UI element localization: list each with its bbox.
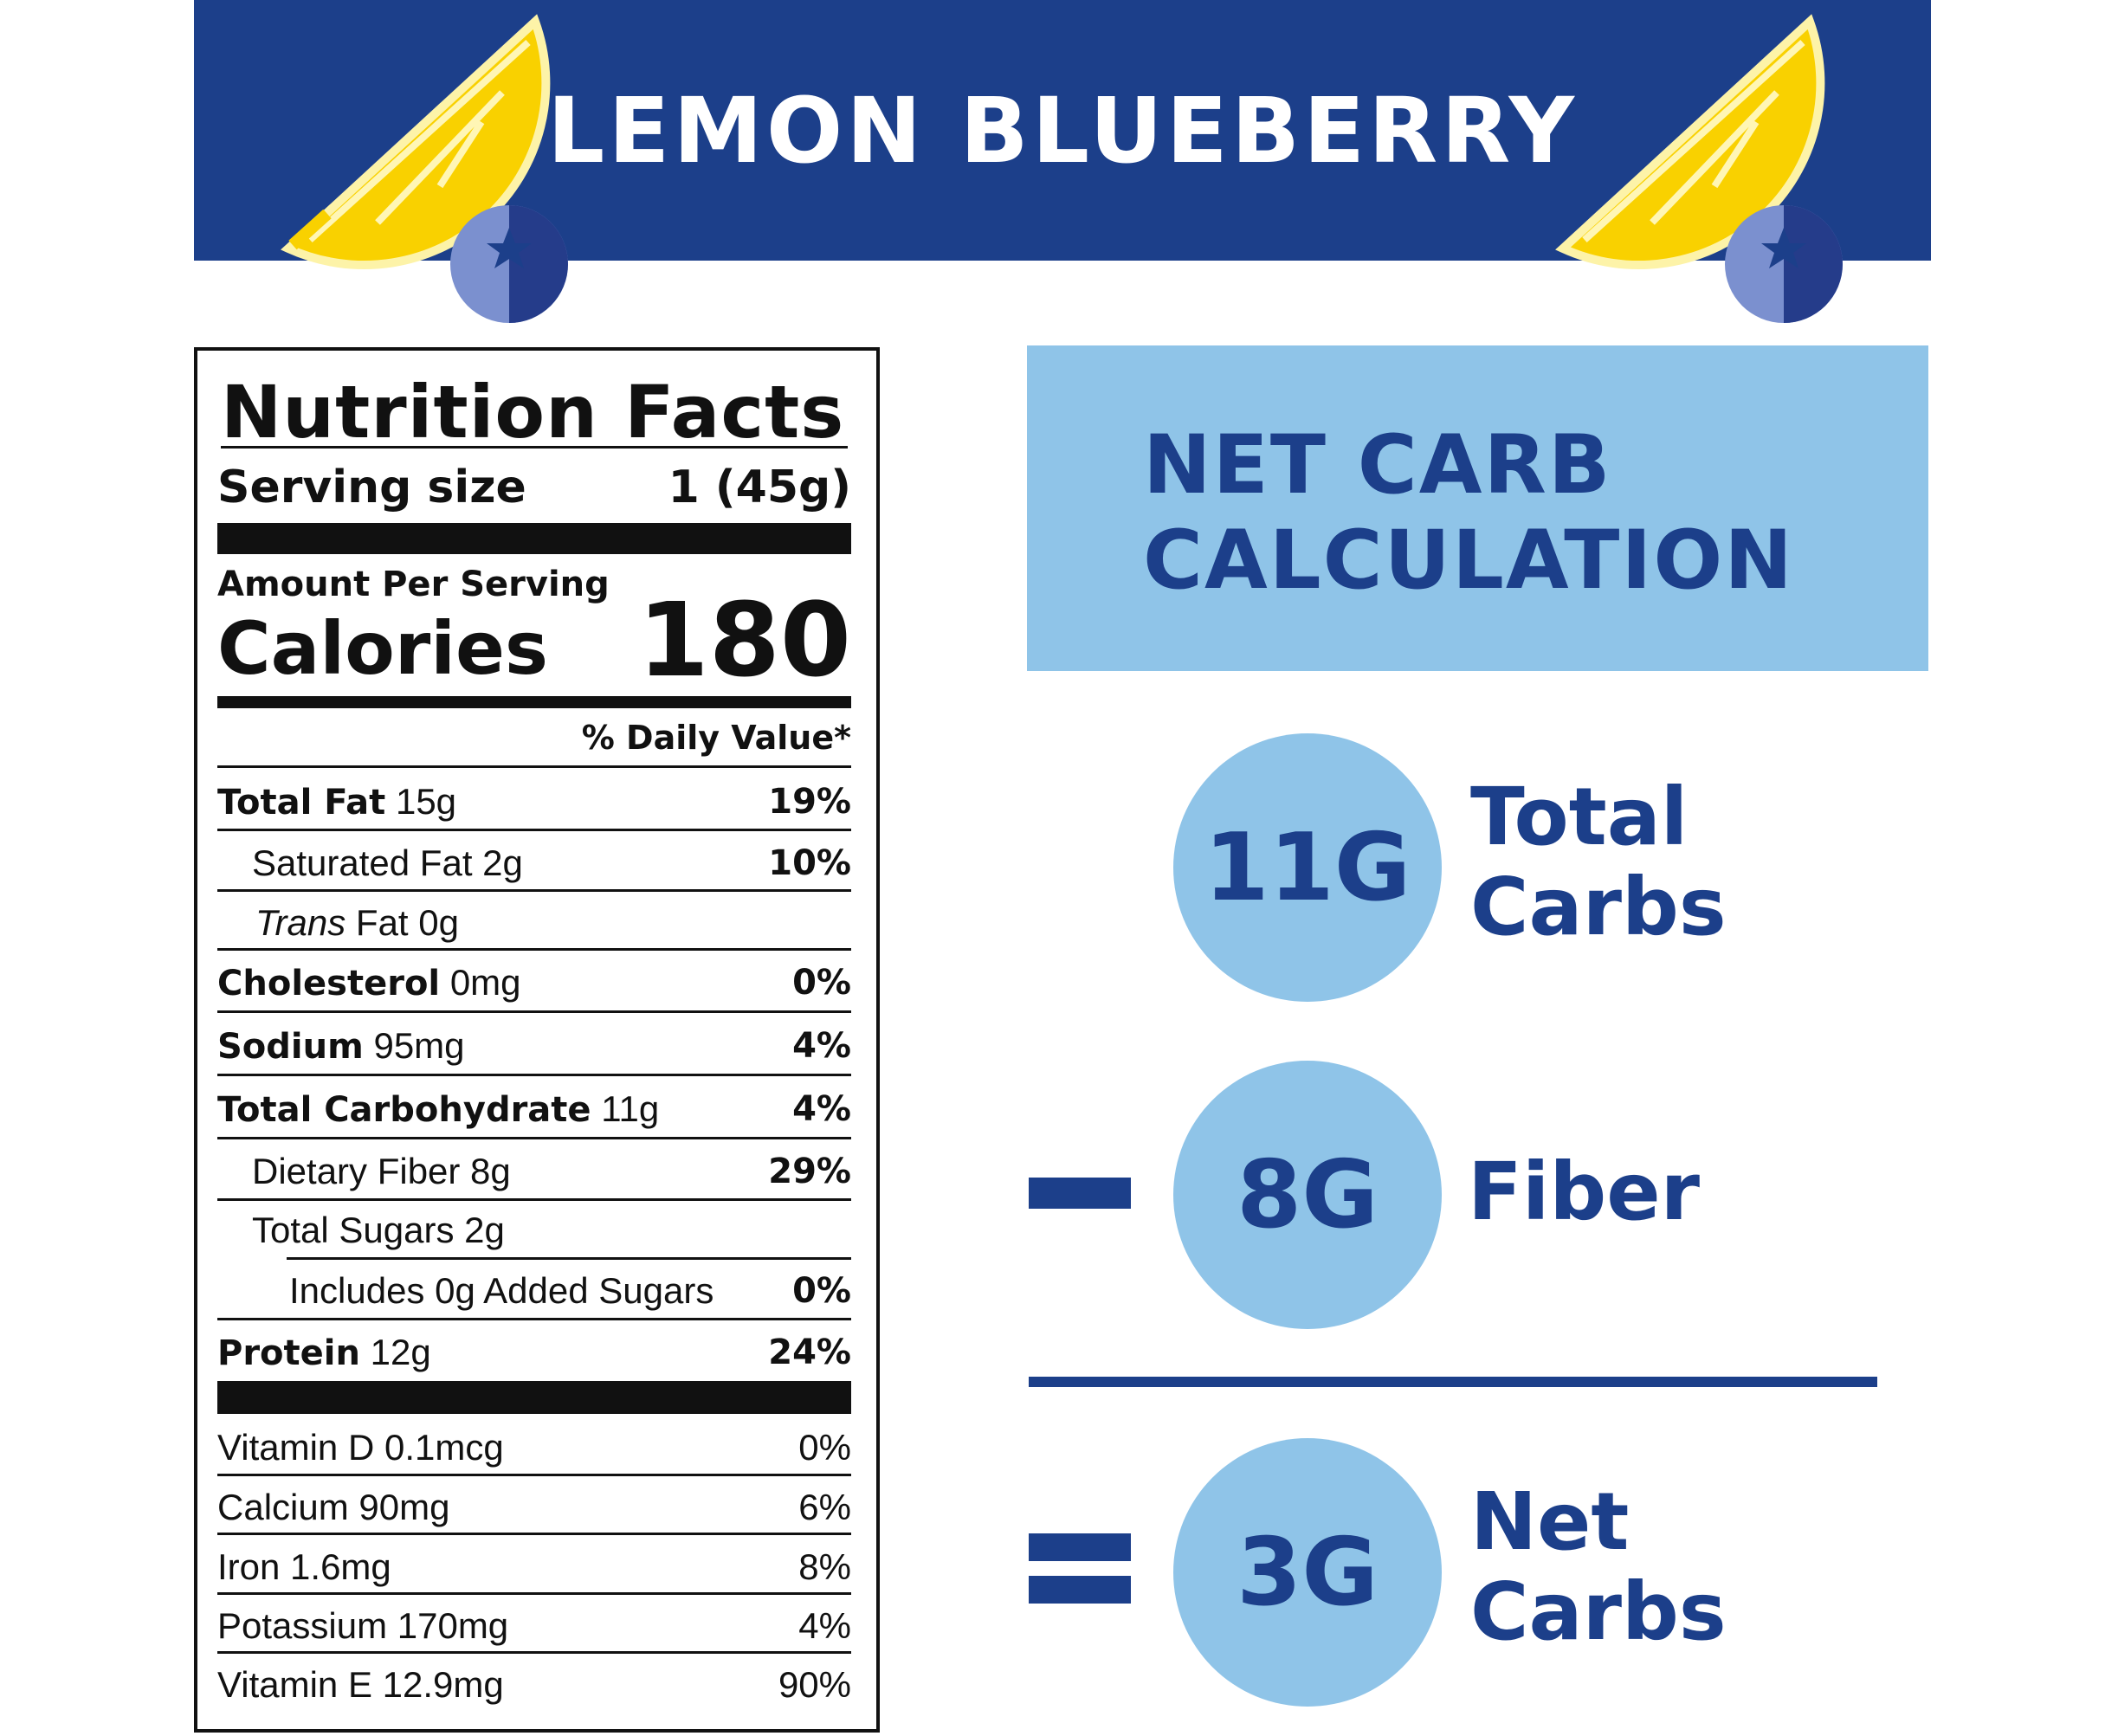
nutrient-row-total-carbohydrate: Total Carbohydrate 11g 4% [217, 1079, 851, 1139]
serving-size-row: Serving size 1 (45g) [217, 457, 851, 518]
calories-value: 180 [637, 580, 851, 700]
nutrient-daily-value: 19% [768, 782, 851, 822]
thick-divider [217, 523, 851, 554]
net-carb-heading-box: NET CARB CALCULATION [1027, 345, 1928, 671]
nutrient-daily-value: 0% [792, 1271, 851, 1311]
nutrient-row-saturated-fat: Saturated Fat 2g 10% [252, 833, 851, 894]
nutrient-name: Dietary Fiber 8g [252, 1151, 511, 1191]
divider [217, 1198, 851, 1201]
nutrient-row-cholesterol: Cholesterol 0mg 0% [217, 952, 851, 1013]
nutrient-name: Total Fat 15g [217, 781, 457, 823]
nutrient-row-total-sugars: Total Sugars 2g [252, 1200, 851, 1261]
vitamin-daily-value: 0% [798, 1427, 851, 1468]
thick-divider [217, 1381, 851, 1414]
nutrient-name: Total Sugars 2g [252, 1210, 505, 1250]
vitamin-row-vitamin-d: Vitamin D 0.1mcg 0% [217, 1417, 851, 1478]
vitamin-daily-value: 6% [798, 1487, 851, 1527]
amount-per-serving: Amount Per Serving [217, 565, 610, 604]
thick-divider [217, 696, 851, 708]
nutrient-row-total-fat: Total Fat 15g 19% [217, 771, 851, 832]
vitamin-row-vitamin-e: Vitamin E 12.9mg 90% [217, 1655, 851, 1715]
divider [217, 1651, 851, 1654]
vitamin-name: Calcium 90mg [217, 1487, 450, 1527]
equals-sign-bottom-bar [1029, 1576, 1131, 1604]
divider [217, 1318, 851, 1320]
divider [221, 446, 848, 449]
divider [217, 948, 851, 951]
divider [217, 829, 851, 831]
net-carb-heading-line2: CALCULATION [1143, 513, 1794, 608]
total-carbs-value: 11G [1204, 813, 1411, 922]
total-carbs-circle: 11G [1173, 733, 1442, 1002]
blueberry-icon [450, 205, 568, 323]
nutrient-name: Sodium 95mg [217, 1025, 465, 1067]
fiber-value: 8G [1237, 1140, 1379, 1249]
nutrient-row-protein: Protein 12g 24% [217, 1322, 851, 1383]
net-carbs-circle: 3G [1173, 1438, 1442, 1707]
nutrient-row-sodium: Sodium 95mg 4% [217, 1016, 851, 1076]
vitamin-name: Vitamin D 0.1mcg [217, 1427, 504, 1468]
total-carbs-label-line2: Carbs [1470, 861, 1727, 953]
divider [217, 1592, 851, 1595]
nutrient-name: Protein 12g [217, 1332, 431, 1373]
nutrient-name: Cholesterol 0mg [217, 962, 521, 1004]
nutrition-facts-title: Nutrition Facts [221, 370, 845, 455]
divider [217, 1137, 851, 1139]
nutrient-daily-value: 10% [768, 843, 851, 883]
lemon-slice-icon [1555, 14, 1825, 269]
net-carbs-label-line1: Net [1470, 1475, 1630, 1568]
divider [217, 889, 851, 892]
divider [217, 1074, 851, 1076]
serving-size-label: Serving size [217, 461, 526, 513]
vitamin-name: Vitamin E 12.9mg [217, 1664, 504, 1705]
serving-size-value: 1 (45g) [668, 461, 851, 513]
nutrient-daily-value: 24% [768, 1333, 851, 1372]
fiber-label: Fiber [1468, 1146, 1701, 1238]
nutrition-facts-label: Nutrition Facts [194, 347, 880, 1733]
total-carbs-label: Total Carbs [1470, 772, 1727, 952]
nutrient-daily-value: 4% [792, 1089, 851, 1129]
vitamin-row-iron: Iron 1.6mg 8% [217, 1537, 851, 1597]
fiber-circle: 8G [1173, 1061, 1442, 1329]
lemon-blueberry-icon-right [1555, 14, 1843, 323]
net-carbs-label-line2: Carbs [1470, 1565, 1727, 1658]
vitamin-daily-value: 8% [798, 1546, 851, 1587]
nutrition-facts-body: Serving size 1 (45g) Amount Per Serving … [217, 0, 851, 1733]
vitamin-daily-value: 90% [778, 1664, 851, 1705]
net-carb-heading-line1: NET CARB [1143, 418, 1612, 513]
vitamin-row-calcium: Calcium 90mg 6% [217, 1477, 851, 1538]
nutrient-row-dietary-fiber: Dietary Fiber 8g 29% [252, 1141, 851, 1202]
equals-sign-top-bar [1029, 1533, 1131, 1561]
minus-sign [1029, 1178, 1131, 1209]
sum-line [1029, 1377, 1877, 1387]
divider [217, 1474, 851, 1476]
divider [217, 1010, 851, 1013]
nutrient-name: Trans Fat 0g [255, 902, 459, 943]
divider [217, 765, 851, 768]
vitamin-row-potassium: Potassium 170mg 4% [217, 1596, 851, 1656]
nutrient-row-added-sugars: Includes 0g Added Sugars 0% [289, 1261, 851, 1321]
nutrient-name: Total Carbohydrate 11g [217, 1088, 660, 1130]
divider [287, 1257, 851, 1260]
lemon-blueberry-icon-left [281, 14, 568, 323]
daily-value-header: % Daily Value* [581, 719, 851, 757]
nutrient-daily-value: 29% [768, 1152, 851, 1191]
vitamin-name: Iron 1.6mg [217, 1546, 391, 1587]
vitamin-name: Potassium 170mg [217, 1605, 509, 1646]
nutrient-row-trans-fat: Trans Fat 0g [255, 893, 851, 953]
nutrient-name: Saturated Fat 2g [252, 842, 523, 883]
nutrient-name: Includes 0g Added Sugars [289, 1270, 714, 1311]
vitamin-daily-value: 4% [798, 1605, 851, 1646]
nutrient-daily-value: 4% [792, 1026, 851, 1066]
net-carbs-label: Net Carbs [1470, 1477, 1727, 1657]
product-title: LEMON BLUEBERRY [547, 77, 1578, 184]
nutrient-daily-value: 0% [792, 963, 851, 1003]
divider [217, 1533, 851, 1535]
calories-label: Calories [217, 606, 549, 691]
total-carbs-label-line1: Total [1470, 771, 1689, 863]
net-carbs-value: 3G [1237, 1518, 1379, 1627]
net-carb-heading: NET CARB CALCULATION [1143, 418, 1794, 609]
blueberry-icon [1725, 205, 1843, 323]
